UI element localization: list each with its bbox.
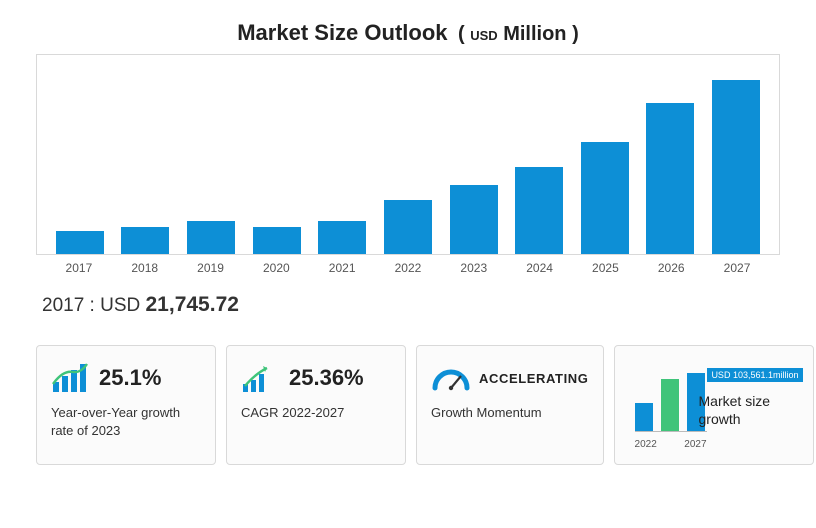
- page-container: Market Size Outlook ( USD Million ) 2017…: [0, 0, 816, 528]
- mini-x-start: 2022: [635, 439, 657, 450]
- bar-growth-icon: [51, 362, 91, 394]
- mini-chart-badge: USD 103,561.1million: [707, 368, 802, 382]
- bar-2022: [384, 200, 432, 254]
- bar-chart-inner: [37, 55, 779, 254]
- gauge-icon: [431, 362, 471, 394]
- x-label-2017: 2017: [55, 261, 103, 275]
- unit-suffix: ): [567, 23, 579, 45]
- x-label-2020: 2020: [252, 261, 300, 275]
- bar-2017: [56, 231, 104, 254]
- reference-value-line: 2017 : USD 21,745.72: [36, 293, 780, 317]
- card-yoy-top: 25.1%: [51, 362, 201, 394]
- bar-2019: [187, 221, 235, 254]
- card-momentum-label: Growth Momentum: [431, 404, 589, 422]
- card-yoy: 25.1% Year-over-Year growth rate of 2023: [36, 345, 216, 465]
- mini-x-axis: 2022 2027: [635, 439, 707, 450]
- bar-chart: [36, 54, 780, 254]
- bar-2026: [646, 103, 694, 254]
- chart-unit: ( USD Million ): [458, 23, 579, 45]
- mini-bar-2022: [635, 403, 653, 431]
- bar-chart-x-axis: 2017 2018 2019 2020 2021 2022 2023 2024 2025 2026…: [36, 254, 780, 275]
- reference-value: 21,745.72: [146, 293, 239, 316]
- x-label-2023: 2023: [450, 261, 498, 275]
- card-yoy-value: 25.1%: [99, 365, 161, 391]
- x-label-2025: 2025: [581, 261, 629, 275]
- x-label-2026: 2026: [647, 261, 695, 275]
- card-cagr-label: CAGR 2022-2027: [241, 404, 391, 422]
- card-yoy-label: Year-over-Year growth rate of 2023: [51, 404, 201, 439]
- x-label-2024: 2024: [516, 261, 564, 275]
- mini-bars: [635, 370, 707, 432]
- chart-title: Market Size Outlook: [237, 20, 447, 45]
- card-momentum-top: ACCELERATING: [431, 362, 589, 394]
- bar-2018: [121, 227, 169, 254]
- mini-chart: USD 103,561.1million 2022 2027 Market si…: [629, 362, 799, 450]
- bar-2023: [450, 185, 498, 254]
- bar-2020: [253, 227, 301, 254]
- card-cagr-top: 25.36%: [241, 362, 391, 394]
- mini-x-end: 2027: [684, 439, 706, 450]
- mini-badge-value: 103,561.1million: [733, 370, 799, 380]
- reference-prefix: 2017 : USD: [42, 295, 146, 316]
- card-momentum: ACCELERATING Growth Momentum: [416, 345, 604, 465]
- card-momentum-value: ACCELERATING: [479, 371, 589, 386]
- mini-chart-title: Market size growth: [699, 392, 799, 428]
- bar-2024: [515, 167, 563, 254]
- unit-word: Million: [498, 23, 567, 45]
- bar-2027: [712, 80, 760, 254]
- card-growth: USD 103,561.1million 2022 2027 Market si…: [614, 345, 814, 465]
- bar-2021: [318, 221, 366, 254]
- unit-usd: USD: [470, 28, 497, 43]
- mini-badge-usd: USD: [711, 370, 730, 380]
- x-label-2022: 2022: [384, 261, 432, 275]
- bar-2025: [581, 142, 629, 254]
- x-label-2018: 2018: [121, 261, 169, 275]
- x-label-2021: 2021: [318, 261, 366, 275]
- x-label-2019: 2019: [187, 261, 235, 275]
- chart-title-row: Market Size Outlook ( USD Million ): [36, 20, 780, 46]
- card-cagr: 25.36% CAGR 2022-2027: [226, 345, 406, 465]
- mini-bar-mid: [661, 379, 679, 431]
- card-cagr-value: 25.36%: [289, 365, 364, 391]
- unit-prefix: (: [458, 23, 470, 45]
- growth-arrow-icon: [241, 362, 281, 394]
- cards-row: 25.1% Year-over-Year growth rate of 2023…: [36, 345, 780, 465]
- x-label-2027: 2027: [713, 261, 761, 275]
